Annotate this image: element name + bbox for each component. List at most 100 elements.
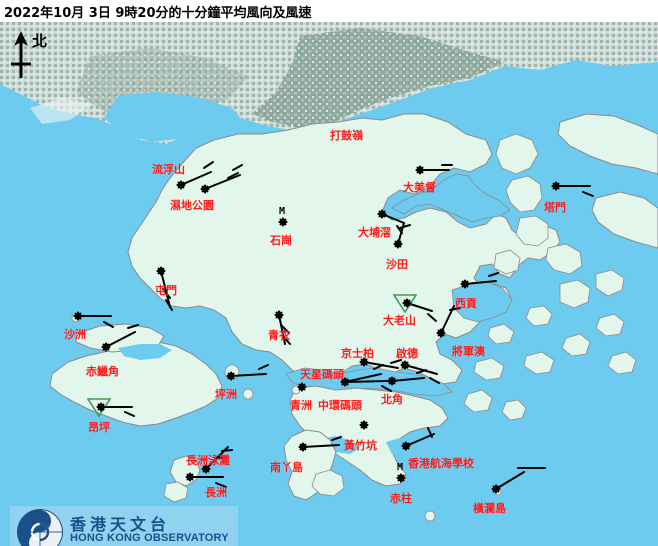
wind-barb [495, 467, 546, 490]
station-marker-dot[interactable] [401, 441, 411, 451]
station-marker-dot[interactable] [226, 371, 236, 381]
wind-barb-feather [124, 411, 135, 417]
hei-ling-chau-island [242, 388, 254, 400]
station-label-wetland-park[interactable]: 濕地公園 [170, 199, 214, 212]
north-arrow-icon [11, 31, 31, 78]
wind-barb-shaft [230, 373, 267, 377]
wind-barb-feather [390, 359, 402, 364]
station-label-tai-mei-tuk[interactable]: 大美督 [403, 181, 436, 194]
station-marker-dot[interactable] [551, 181, 561, 191]
station-label-star-ferry[interactable]: 天星碼頭 [300, 368, 344, 381]
station-label-sai-kung[interactable]: 西貢 [455, 297, 477, 310]
station-marker-dot[interactable] [101, 342, 111, 352]
hko-logo-icon [17, 509, 63, 546]
station-label-central-pier[interactable]: 中環碼頭 [318, 399, 362, 412]
station-label-cheung-chau-beach[interactable]: 長洲泳灘 [186, 454, 230, 467]
wind-barb-feather [221, 449, 233, 452]
station-label-ngong-ping[interactable]: 昂坪 [88, 421, 110, 434]
wind-barb-feather [215, 482, 227, 488]
station-label-chek-lap-kok[interactable]: 赤鱲角 [86, 365, 119, 378]
station-marker-dot[interactable] [156, 266, 166, 276]
wind-barb-feather [103, 321, 114, 328]
station-marker-dot[interactable] [400, 360, 410, 370]
station-marker-dot[interactable] [359, 357, 369, 367]
station-marker-dot[interactable] [201, 464, 211, 474]
station-marker-dot[interactable] [278, 217, 288, 227]
station-marker-dot[interactable] [176, 180, 186, 190]
wind-barb-feather [258, 364, 269, 370]
wind-barb-feather [381, 385, 392, 392]
station-marker-dot[interactable] [297, 382, 307, 392]
station-label-kai-tak[interactable]: 啟德 [396, 347, 418, 360]
station-marker-dot[interactable] [436, 328, 446, 338]
station-marker-dot[interactable] [491, 484, 501, 494]
station-marker-dot[interactable] [298, 442, 308, 452]
station-label-ta-kwu-ling[interactable]: 打鼓嶺 [330, 129, 363, 142]
station-marker-dot[interactable] [200, 184, 210, 194]
wind-barb-shaft [381, 213, 405, 224]
tolo-harbour-water [391, 173, 511, 223]
wind-barb-feather [203, 161, 214, 169]
wind-barb-feather [399, 224, 411, 229]
station-label-cheung-chau[interactable]: 長洲 [205, 486, 227, 499]
wind-barb-feather [427, 427, 433, 438]
station-label-hk-sea-school[interactable]: 香港航海學校 [408, 457, 474, 470]
station-label-lau-fau-shan[interactable]: 流浮山 [152, 163, 185, 176]
wind-barb-feather [232, 164, 243, 171]
station-marker-dot[interactable] [415, 165, 425, 175]
wind-barb [555, 185, 594, 197]
station-label-tseung-kwan-o[interactable]: 將軍澳 [452, 345, 485, 358]
wind-barb-feather [449, 307, 461, 311]
wind-barb-feather [429, 377, 440, 384]
station-marker-dot[interactable] [274, 310, 284, 320]
wind-barb-feather [280, 324, 290, 334]
wind-barb [344, 380, 392, 392]
station-marker-dot[interactable] [185, 472, 195, 482]
lamma-island-south-lobe [311, 469, 345, 497]
map-canvas[interactable]: 北 打鼓嶺 流浮山 濕地公園 M 石崗 大美督 塔門 大埔滘 沙田 屯門 青衣 沙洲 赤鱲角 昂坪 坪洲 大老… [0, 22, 658, 546]
station-label-stanley[interactable]: 赤柱 [390, 492, 412, 505]
station-label-tsing-yi[interactable]: 青衣 [268, 329, 290, 342]
north-label: 北 [32, 32, 48, 50]
wind-barb-shaft [405, 433, 435, 447]
station-label-tap-mun[interactable]: 塔門 [544, 201, 566, 214]
station-label-lamma-island[interactable]: 南丫島 [270, 461, 303, 474]
wind-barb [440, 305, 461, 334]
station-label-wong-chuk-hang[interactable]: 黃竹坑 [344, 439, 377, 452]
station-label-waglan-island[interactable]: 橫瀾島 [473, 502, 506, 515]
wind-barb-shaft [406, 302, 433, 312]
station-marker-dot[interactable] [387, 376, 397, 386]
station-label-tuen-mun[interactable]: 屯門 [155, 284, 177, 297]
wind-barb-feather [373, 364, 384, 370]
station-marker-dot[interactable] [359, 420, 369, 430]
station-label-north-point[interactable]: 北角 [381, 393, 403, 406]
wind-barb-feather [165, 299, 173, 311]
station-marker-dot[interactable] [96, 402, 106, 412]
station-label-shek-kong[interactable]: 石崗 [270, 234, 292, 247]
station-label-kings-park[interactable]: 京士柏 [341, 347, 374, 360]
northeast-coast-landmass [557, 113, 658, 175]
wind-barb-feather [488, 272, 499, 277]
station-label-tates-cairn[interactable]: 大老山 [383, 314, 416, 327]
station-label-peng-chau[interactable]: 坪洲 [215, 388, 237, 401]
wind-barb [204, 164, 243, 190]
wind-barb-feather [427, 313, 437, 322]
page-title: 2022年10月 3日 9時20分的十分鐘平均風向及風速 [4, 6, 312, 21]
station-marker-dot[interactable] [393, 239, 403, 249]
station-marker-dot[interactable] [73, 311, 83, 321]
station-marker-layer [73, 165, 561, 494]
station-label-sha-chau[interactable]: 沙洲 [64, 328, 86, 341]
station-marker-dot[interactable] [396, 473, 406, 483]
wind-barb [180, 161, 214, 186]
station-marker-dot[interactable] [377, 209, 387, 219]
wind-barb [278, 314, 291, 345]
wind-barb [419, 164, 453, 171]
wind-barb-shaft [278, 314, 286, 345]
wind-barb [391, 369, 427, 382]
station-marker-dot[interactable] [460, 279, 470, 289]
station-marker-dot[interactable] [402, 298, 412, 308]
station-label-sha-tin[interactable]: 沙田 [386, 258, 408, 271]
station-label-tai-po-kau[interactable]: 大埔滘 [358, 226, 391, 239]
station-label-green-island[interactable]: 青洲 [290, 399, 312, 412]
station-marker-dot[interactable] [340, 377, 350, 387]
